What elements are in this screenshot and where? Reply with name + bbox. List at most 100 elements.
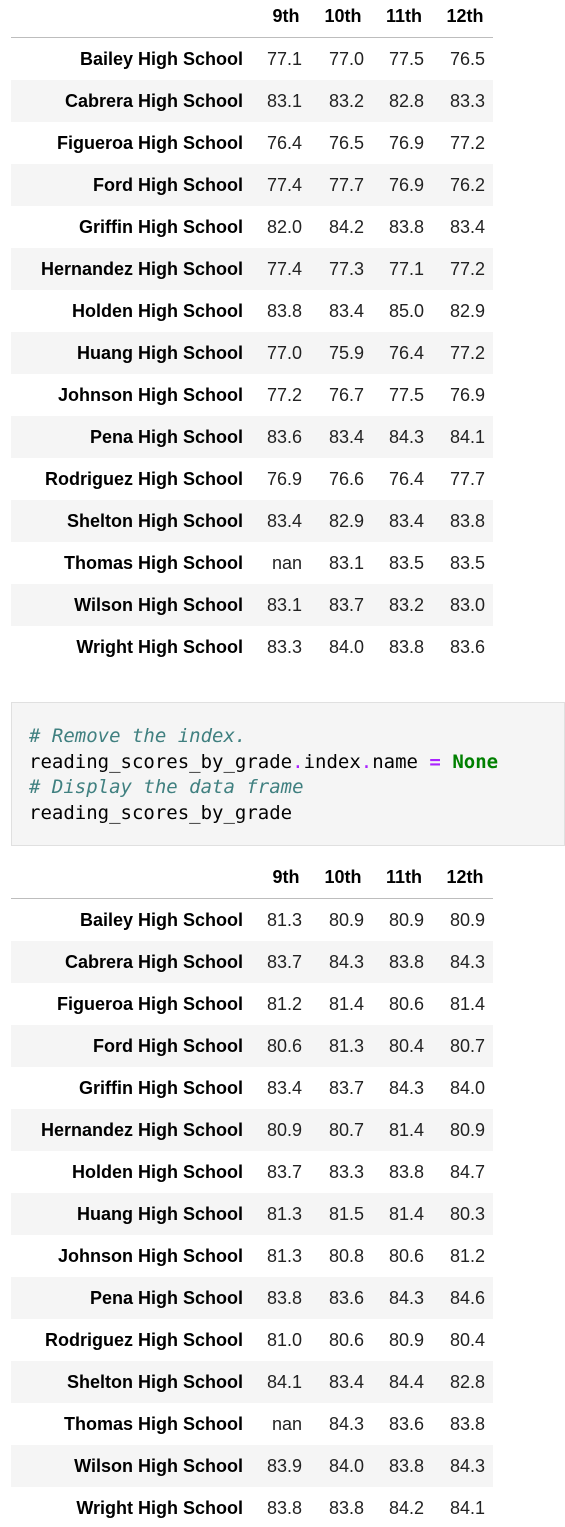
- table-cell: 84.1: [449, 1498, 485, 1518]
- table-row: Huang High School 81.3 81.5 81.4 80.3: [11, 1193, 493, 1235]
- code-token: .: [292, 750, 304, 773]
- code-token: [441, 751, 452, 773]
- table-cell: 83.5: [388, 553, 424, 573]
- row-label: Thomas High School: [63, 553, 243, 573]
- table-cell: 80.6: [388, 994, 424, 1014]
- table-cell: 84.0: [328, 637, 364, 657]
- data-table: 9th 10th 11th 12th Bailey High School 77.1 77.…: [0, 0, 565, 672]
- table-row: Hernandez High School 77.4 77.3 77.1 77.2: [11, 248, 493, 290]
- row-label: Johnson High School: [58, 1246, 243, 1266]
- table-cell: 84.4: [388, 1372, 424, 1392]
- table-cell: 84.7: [449, 1162, 485, 1182]
- table-cell: 83.1: [328, 553, 364, 573]
- table-cell: 77.5: [388, 49, 424, 69]
- row-label: Huang High School: [77, 1204, 243, 1224]
- table-cell: 83.8: [328, 1498, 364, 1518]
- table-cell: 83.6: [328, 1288, 364, 1308]
- table-cell: 76.4: [388, 469, 424, 489]
- table-row: Johnson High School 77.2 76.7 77.5 76.9: [11, 374, 493, 416]
- table-cell: 76.9: [449, 385, 485, 405]
- table-cell: 77.5: [388, 385, 424, 405]
- table-cell: 76.9: [388, 133, 424, 153]
- table-row: Ford High School 77.4 77.7 76.9 76.2: [11, 164, 493, 206]
- table-cell: 83.3: [328, 1162, 364, 1182]
- row-label: Thomas High School: [63, 1414, 243, 1434]
- table-cell: 83.4: [328, 301, 364, 321]
- row-label: Shelton High School: [67, 1372, 243, 1392]
- table-row: Wright High School 83.3 84.0 83.8 83.6: [11, 626, 493, 668]
- table-row: Bailey High School 81.3 80.9 80.9 80.9: [11, 899, 493, 941]
- table-cell: 83.7: [328, 595, 364, 615]
- table-cell: 81.2: [449, 1246, 485, 1266]
- table-cell: 82.8: [449, 1372, 485, 1392]
- table-cell: 80.3: [449, 1204, 485, 1224]
- table-cell: 83.8: [388, 217, 424, 237]
- row-label: Wilson High School: [74, 1456, 243, 1476]
- table-row: Figueroa High School 76.4 76.5 76.9 77.2: [11, 122, 493, 164]
- row-label: Ford High School: [93, 1036, 243, 1056]
- table-cell: 83.1: [266, 91, 302, 111]
- table-cell: 85.0: [388, 301, 424, 321]
- table-row: Griffin High School 83.4 83.7 84.3 84.0: [11, 1067, 493, 1109]
- column-header: 12th: [446, 6, 484, 26]
- table-cell: 81.3: [266, 1246, 302, 1266]
- table-cell: 82.9: [449, 301, 485, 321]
- table-row: Rodriguez High School 81.0 80.6 80.9 80.4: [11, 1319, 493, 1361]
- column-header: 11th: [385, 6, 423, 26]
- row-label: Figueroa High School: [56, 994, 243, 1014]
- table-cell: 83.4: [388, 511, 424, 531]
- table-row: Wright High School 83.8 83.8 84.2 84.1: [11, 1487, 493, 1527]
- table-cell: 80.4: [449, 1330, 485, 1350]
- table-cell: 77.7: [328, 175, 364, 195]
- table-cell: 83.8: [388, 1456, 424, 1476]
- table-cell: 77.3: [328, 259, 364, 279]
- table-cell: 84.0: [328, 1456, 364, 1476]
- column-header: 9th: [272, 867, 300, 887]
- table-row: Pena High School 83.8 83.6 84.3 84.6: [11, 1277, 493, 1319]
- table-cell: 81.3: [328, 1036, 364, 1056]
- table-cell: 83.4: [328, 1372, 364, 1392]
- row-label: Rodriguez High School: [45, 469, 243, 489]
- table-cell: 84.1: [449, 427, 485, 447]
- table-cell: 83.8: [388, 1162, 424, 1182]
- data-table: 9th 10th 11th 12th Bailey High School 81.3 80.…: [0, 861, 565, 1527]
- table-cell: 84.3: [388, 427, 424, 447]
- row-label: Hernandez High School: [40, 1120, 243, 1140]
- table-cell: 80.4: [388, 1036, 424, 1056]
- table-cell: 76.4: [388, 343, 424, 363]
- table-row: Shelton High School 84.1 83.4 84.4 82.8: [11, 1361, 493, 1403]
- table-cell: 81.3: [266, 910, 302, 930]
- header-border: [11, 37, 493, 38]
- table-cell: 76.5: [328, 133, 364, 153]
- table-cell: 80.6: [328, 1330, 364, 1350]
- code-token: index: [303, 750, 361, 773]
- column-header: 9th: [272, 6, 300, 26]
- table-cell: 77.2: [449, 259, 485, 279]
- table-cell: 76.6: [328, 469, 364, 489]
- table-cell: 76.5: [449, 49, 485, 69]
- table-cell: 81.4: [449, 994, 485, 1014]
- row-label: Holden High School: [72, 1162, 243, 1182]
- table-cell: 83.0: [449, 595, 485, 615]
- table-cell: 84.3: [449, 952, 485, 972]
- table-cell: 83.8: [266, 1288, 302, 1308]
- table-row: Shelton High School 83.4 82.9 83.4 83.8: [11, 500, 493, 542]
- table-cell: 83.4: [266, 1078, 302, 1098]
- table-cell: 83.9: [266, 1456, 302, 1476]
- table-cell: 80.9: [388, 1330, 424, 1350]
- table-cell: 82.8: [388, 91, 424, 111]
- table-row: Cabrera High School 83.7 84.3 83.8 84.3: [11, 941, 493, 983]
- row-label: Griffin High School: [79, 217, 243, 237]
- table-cell: 83.4: [266, 511, 302, 531]
- table-cell: 80.9: [266, 1120, 302, 1140]
- table-row: Bailey High School 77.1 77.0 77.5 76.5: [11, 38, 493, 80]
- row-label: Ford High School: [93, 175, 243, 195]
- table-cell: 77.2: [449, 343, 485, 363]
- table-row: Huang High School 77.0 75.9 76.4 77.2: [11, 332, 493, 374]
- table-cell: 81.4: [388, 1204, 424, 1224]
- code-token: name: [372, 750, 430, 773]
- table-cell: 76.2: [449, 175, 485, 195]
- table-row: Johnson High School 81.3 80.8 80.6 81.2: [11, 1235, 493, 1277]
- table-cell: 81.5: [328, 1204, 364, 1224]
